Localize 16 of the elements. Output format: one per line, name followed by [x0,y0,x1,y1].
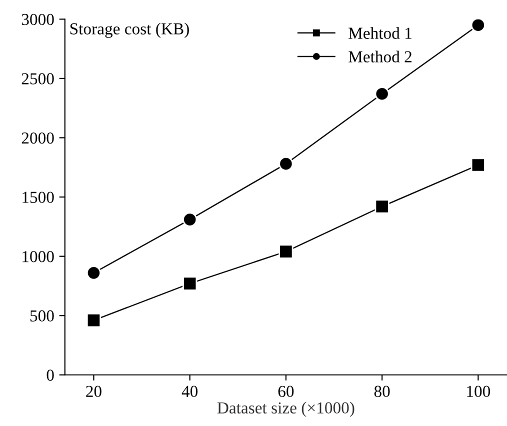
y-axis-title: Storage cost (KB) [70,22,189,38]
x-axis-title: Dataset size (×1000) [217,402,354,417]
x-tick-label: 40 [182,386,198,398]
x-tick-label: 80 [374,386,390,398]
legend-label: Method 2 [348,50,412,62]
y-tick-label: 1500 [22,192,54,203]
x-tick-label: 60 [278,386,294,398]
x-tick-label: 20 [86,386,102,398]
y-tick-label: 2000 [22,132,54,144]
x-tick-label: 100 [467,386,490,398]
y-tick-label: 2500 [22,73,54,84]
y-tick-label: 1000 [22,251,54,262]
y-tick-label: 500 [30,310,54,322]
y-tick-label: 3000 [22,14,54,26]
y-tick-label: 0 [46,370,54,381]
legend-label: Mehtod 1 [348,27,412,39]
